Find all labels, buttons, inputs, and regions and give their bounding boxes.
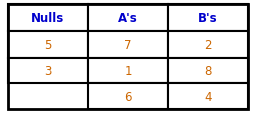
Text: 8: 8 [204,64,212,77]
Bar [88,58,168,84]
Bar [168,84,248,109]
Text: 5: 5 [44,39,52,51]
Bar [88,84,168,109]
Text: B's: B's [198,12,218,25]
Bar [8,32,88,58]
Bar [168,5,248,32]
Bar [88,5,168,32]
Bar [168,58,248,84]
Text: Nulls: Nulls [31,12,65,25]
Bar [168,32,248,58]
Text: 1: 1 [124,64,132,77]
Text: 3: 3 [44,64,52,77]
Text: 6: 6 [124,90,132,103]
Bar [8,5,88,32]
Bar [8,58,88,84]
Bar [88,32,168,58]
Text: 7: 7 [124,39,132,51]
Text: A's: A's [118,12,138,25]
Text: 2: 2 [204,39,212,51]
Text: 4: 4 [204,90,212,103]
